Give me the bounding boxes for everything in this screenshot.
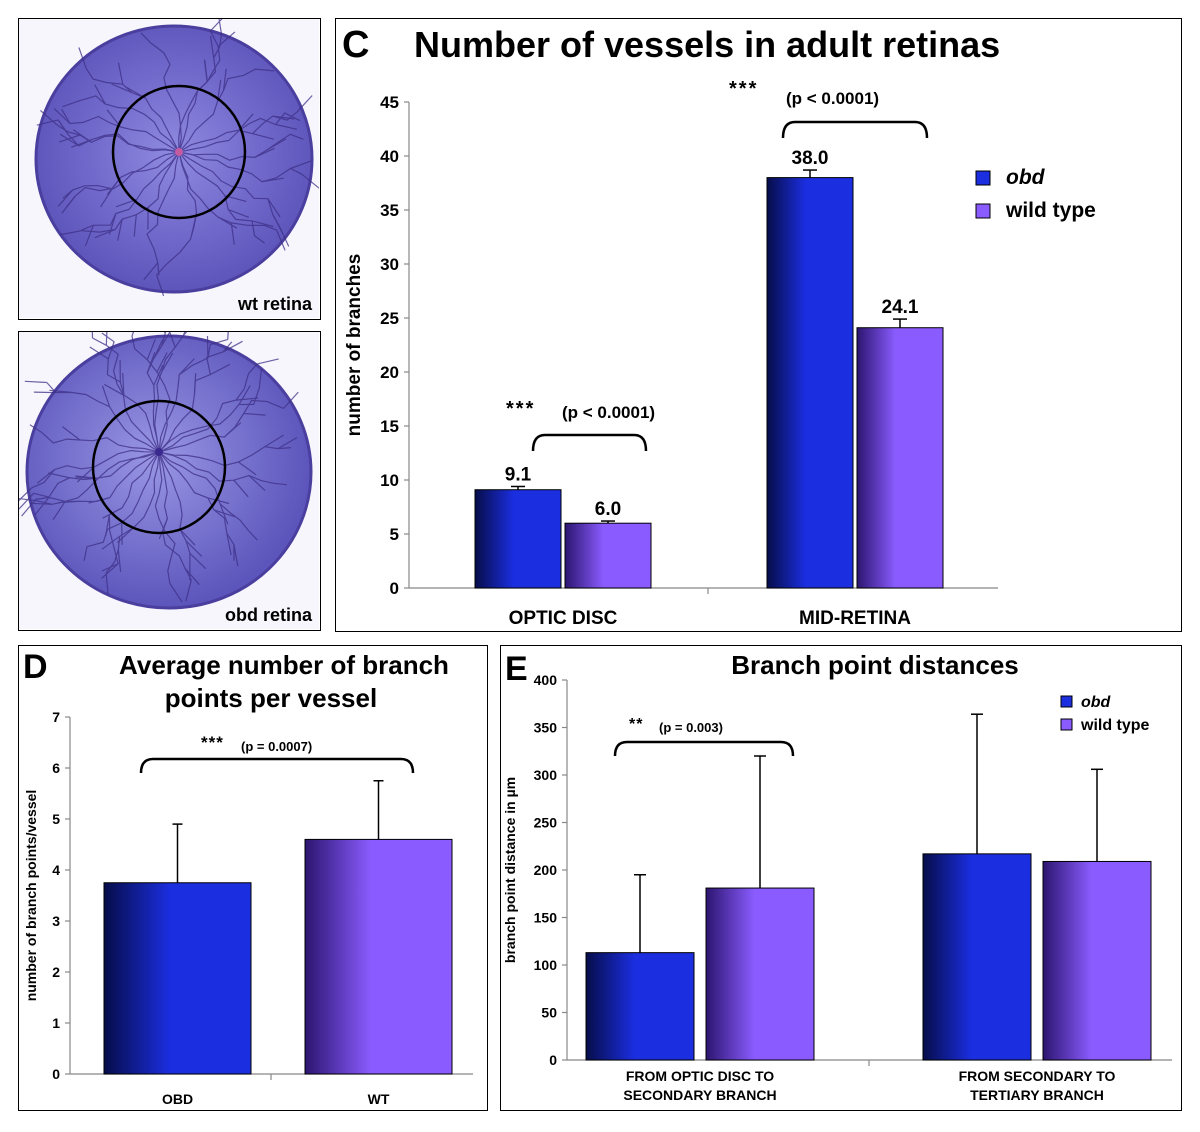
category-label: OBD — [162, 1091, 193, 1107]
chart-c-y-tick-label: 45 — [380, 93, 399, 112]
bar-wild-type — [705, 887, 815, 1061]
chart-c-y-tick-label: 0 — [390, 579, 399, 598]
legend-swatch — [975, 203, 991, 219]
panel-a-caption: wt retina — [237, 294, 312, 314]
significance-bracket — [531, 433, 648, 452]
bar-obd — [766, 177, 854, 589]
category-label: OPTIC DISC — [509, 608, 618, 629]
legend-label: obd — [1081, 694, 1112, 711]
legend-swatch — [1060, 695, 1073, 708]
legend-label: obd — [1006, 166, 1046, 189]
bar-obd — [585, 952, 695, 1061]
chart-c-y-tick-label: 10 — [380, 471, 399, 490]
category-label: FROM SECONDARY TO — [959, 1068, 1116, 1084]
chart-c-y-tick-label: 15 — [380, 417, 399, 436]
p-value: (p < 0.0001) — [562, 403, 655, 422]
chart-d-y-tick-label: 4 — [52, 862, 60, 878]
chart-c-y-tick-label: 40 — [380, 147, 399, 166]
panel-d-letter: D — [23, 648, 48, 686]
chart-d-y-tick-label: 0 — [52, 1066, 60, 1082]
chart-title: Average number of branch — [119, 650, 449, 680]
panel-d: D Average number of branch points per vess… — [18, 645, 488, 1111]
panel-b-caption: obd retina — [224, 605, 312, 625]
bar-obd — [103, 882, 252, 1075]
chart-c-y-tick-label: 25 — [380, 309, 399, 328]
chart-title: Number of vessels in adult retinas — [414, 24, 1000, 65]
chart-e-y-tick-label: 400 — [534, 672, 558, 688]
bar-obd — [922, 853, 1032, 1061]
chart-d-y-tick-label: 1 — [52, 1015, 60, 1031]
bar-wild-type — [564, 522, 652, 589]
panel-e: E Branch point distances 0 50 100 150 200 250 30… — [500, 645, 1182, 1111]
bar-obd — [474, 489, 562, 589]
category-label: MID-RETINA — [799, 608, 911, 629]
chart-e-y-tick-label: 300 — [534, 767, 558, 783]
chart-title: points per vessel — [165, 683, 377, 713]
chart-d-y-tick-label: 2 — [52, 964, 60, 980]
chart-d-y-tick-label: 5 — [52, 811, 60, 827]
significance-bracket — [613, 740, 795, 757]
bar-wt — [304, 838, 453, 1075]
chart-e-y-tick-label: 150 — [534, 909, 558, 925]
panel-e-letter: E — [505, 650, 528, 688]
chart-c-y-label: number of branches — [344, 254, 365, 437]
data-label: 24.1 — [882, 297, 919, 318]
category-label: SECONDARY BRANCH — [623, 1087, 776, 1103]
p-value: (p < 0.0001) — [786, 89, 879, 108]
chart-vessels: C Number of vessels in adult retinas 0 5 10 1… — [342, 24, 1096, 629]
chart-d-y-tick-label: 3 — [52, 913, 60, 929]
chart-c-y-tick-label: 5 — [390, 525, 399, 544]
legend-label: wild type — [1005, 199, 1096, 222]
data-label: 38.0 — [792, 148, 829, 169]
significance-stars: *** — [506, 398, 535, 420]
legend-swatch — [1060, 718, 1073, 731]
chart-e-y-tick-label: 250 — [534, 814, 558, 830]
significance-stars: ** — [629, 716, 643, 733]
category-label: TERTIARY BRANCH — [970, 1087, 1104, 1103]
chart-e-y-tick-label: 350 — [534, 719, 558, 735]
legend-label: wild type — [1080, 717, 1150, 734]
chart-e-y-tick-label: 200 — [534, 862, 558, 878]
chart-branch-distances: E Branch point distances 0 50 100 150 200 250 30… — [502, 650, 1172, 1103]
data-label: 6.0 — [595, 499, 621, 520]
chart-c-y-tick-label: 30 — [380, 255, 399, 274]
panel-b: B obd retina — [18, 331, 321, 631]
data-label: 9.1 — [505, 464, 532, 485]
significance-stars: *** — [201, 733, 224, 752]
chart-c-y-tick-label: 35 — [380, 201, 399, 220]
p-value: (p = 0.0007) — [241, 739, 312, 754]
panel-c: C Number of vessels in adult retinas 0 5 10 1… — [335, 18, 1182, 632]
chart-title: Branch point distances — [731, 650, 1019, 680]
p-value: (p = 0.003) — [659, 720, 723, 735]
chart-e-y-tick-label: 100 — [534, 957, 558, 973]
legend-swatch — [975, 170, 991, 186]
category-label: WT — [368, 1091, 390, 1107]
significance-bracket — [139, 757, 415, 774]
chart-d-y-tick-label: 7 — [52, 709, 60, 725]
category-label: FROM OPTIC DISC TO — [626, 1068, 774, 1084]
bar-wild-type — [856, 327, 944, 589]
obd-retina-image — [19, 332, 319, 629]
chart-e-y-tick-label: 0 — [549, 1052, 557, 1068]
wt-retina-image — [19, 19, 319, 318]
chart-e-y-label: branch point distance in µm — [502, 777, 518, 963]
chart-d-y-tick-label: 6 — [52, 760, 60, 776]
panel-c-letter: C — [342, 24, 369, 66]
chart-d-y-label: number of branch points/vessel — [23, 790, 39, 1002]
chart-e-y-tick-label: 50 — [541, 1004, 557, 1020]
significance-bracket — [781, 120, 929, 139]
bar-wild-type — [1042, 860, 1152, 1061]
panel-a: A wt retina — [18, 18, 321, 320]
chart-c-y-tick-label: 20 — [380, 363, 399, 382]
significance-stars: *** — [729, 78, 758, 100]
